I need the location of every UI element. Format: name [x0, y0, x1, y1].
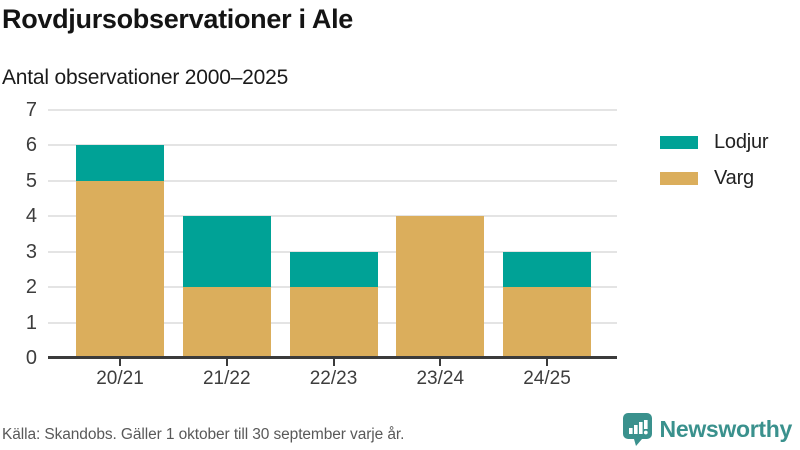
bar-segment-varg [182, 287, 271, 358]
y-axis-label: 7 [25, 99, 37, 121]
x-axis-label: 22/23 [309, 368, 358, 389]
gridline [48, 109, 617, 111]
bar-segment-varg [503, 287, 591, 358]
axis-tick [439, 359, 442, 366]
newsworthy-logo: Newsworthy [622, 412, 792, 446]
bar-segment-lodjur [76, 145, 164, 181]
bar-segment-lodjur [289, 251, 378, 288]
x-axis-label: 23/24 [416, 368, 465, 389]
chart-title: Rovdjursobservationer i Ale [2, 4, 353, 34]
axis-tick [546, 359, 548, 366]
axis-tick [119, 359, 121, 366]
bar-segment-varg [396, 216, 485, 358]
legend-item-lodjur: Lodjur [660, 131, 769, 154]
bar-segment-lodjur [182, 216, 271, 288]
legend-label: Lodjur [714, 131, 769, 153]
x-axis-label: 20/21 [96, 368, 144, 389]
y-axis-label: 1 [25, 311, 37, 334]
source-note: Källa: Skandobs. Gäller 1 oktober till 3… [2, 426, 405, 443]
legend: Lodjur Varg [660, 131, 769, 203]
legend-item-varg: Varg [660, 167, 768, 190]
gridline [48, 215, 617, 218]
x-axis-label: 24/25 [523, 368, 571, 389]
x-axis-label: 21/22 [202, 368, 251, 389]
gridline [48, 179, 617, 182]
y-axis-label: 3 [25, 240, 37, 263]
legend-swatch-lodjur [660, 136, 698, 149]
bar-segment-lodjur [503, 251, 591, 288]
gridline [48, 144, 617, 147]
chart-subtitle: Antal observationer 2000–2025 [2, 66, 289, 89]
axis-tick [225, 359, 228, 366]
legend-label: Varg [714, 167, 754, 189]
bar-segment-varg [76, 180, 164, 358]
y-axis-label: 4 [25, 205, 37, 228]
y-axis-label: 6 [25, 134, 37, 157]
legend-swatch-varg [660, 172, 698, 185]
bar-segment-varg [289, 287, 378, 358]
newsworthy-logo-icon [622, 413, 652, 446]
x-axis-line [48, 356, 617, 359]
y-axis-label: 0 [25, 347, 37, 369]
newsworthy-logo-text: Newsworthy [659, 416, 793, 442]
y-axis-label: 2 [25, 276, 37, 299]
y-axis-label: 5 [25, 169, 37, 192]
axis-tick [332, 359, 335, 366]
